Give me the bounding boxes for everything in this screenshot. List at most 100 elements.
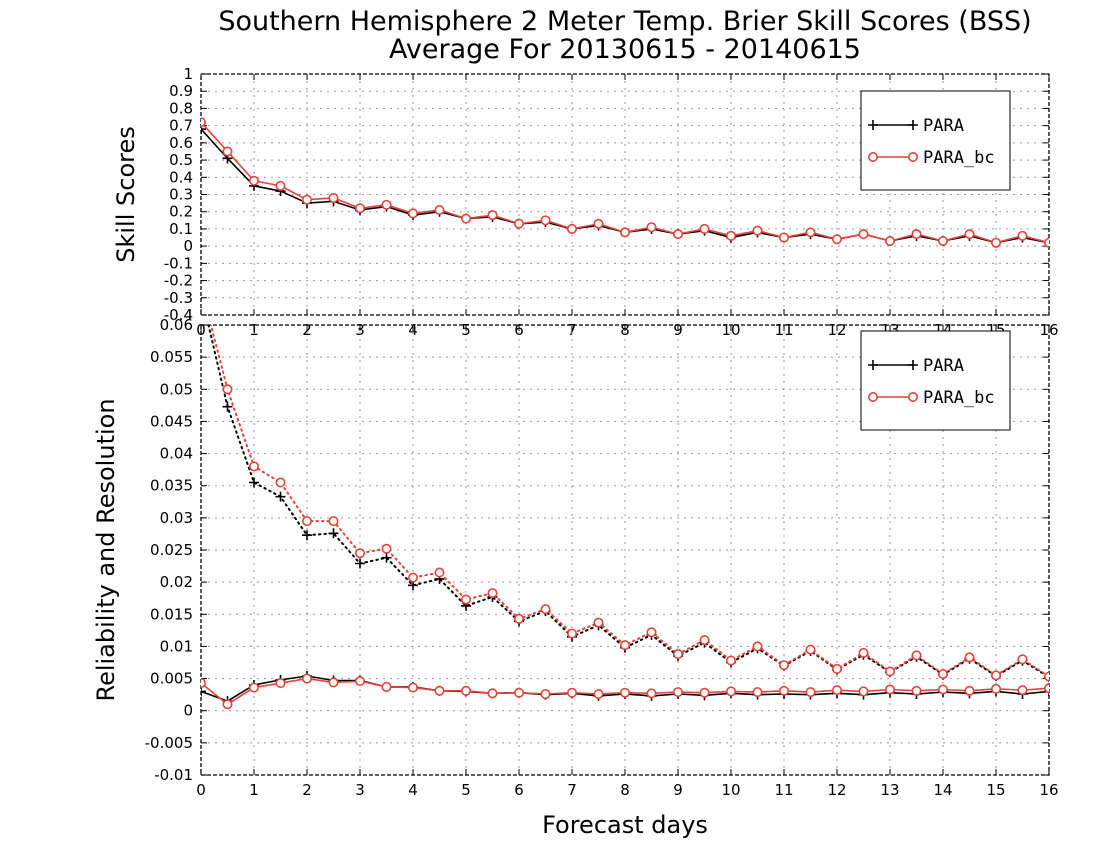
data-point-circle	[593, 688, 604, 699]
y-tick-label: 0.025	[150, 541, 193, 559]
data-point-plus	[275, 491, 286, 502]
series-group	[201, 325, 1049, 710]
data-point-circle	[964, 652, 975, 663]
y-tick-label: 0.8	[169, 99, 193, 117]
y-tick-label: -0.2	[164, 272, 193, 290]
y-tick-label: 0	[183, 702, 193, 720]
x-tick-label: 0	[196, 781, 206, 799]
data-point-circle	[911, 650, 922, 661]
data-point-circle	[778, 232, 789, 243]
data-point-circle	[540, 215, 551, 226]
data-point-circle	[460, 685, 471, 696]
data-point-circle	[884, 684, 895, 695]
legend: PARA PARA_bc	[860, 90, 1011, 191]
y-tick-label: 0.3	[169, 186, 193, 204]
y-tick-label: 0.9	[169, 82, 193, 100]
data-point-circle	[990, 237, 1001, 248]
data-point-plus	[381, 552, 392, 563]
data-point-circle	[725, 230, 736, 241]
data-point-circle	[937, 669, 948, 680]
data-point-circle	[301, 673, 312, 684]
y-tick-label: 0.035	[150, 477, 193, 495]
legend-marker-circle	[907, 391, 918, 402]
x-tick-label: 15	[986, 781, 1005, 799]
legend-marker-circle	[867, 391, 878, 402]
legend-marker-plus	[908, 120, 918, 130]
x-tick-label: 10	[721, 781, 740, 799]
y-tick-label: 1	[183, 65, 193, 83]
y-tick-label: 0.06	[160, 316, 193, 334]
data-point-circle	[911, 685, 922, 696]
data-point-circle	[858, 647, 869, 658]
series-group	[201, 117, 1049, 248]
data-point-circle	[513, 613, 524, 624]
legend-marker-plus	[908, 360, 918, 370]
data-point-circle	[301, 194, 312, 205]
data-point-circle	[831, 685, 842, 696]
y-tick-label: 0	[183, 237, 193, 255]
legend-marker-plus	[868, 360, 878, 370]
y-tick-label: 0.05	[160, 380, 193, 398]
data-point-circle	[381, 199, 392, 210]
data-point-circle	[381, 543, 392, 554]
data-point-circle	[699, 223, 710, 234]
y-tick-label: -0.1	[164, 254, 193, 272]
y-tick-label: 0.045	[150, 412, 193, 430]
x-tick-label: 16	[1039, 781, 1058, 799]
data-point-circle	[434, 685, 445, 696]
x-tick-label: 11	[774, 781, 793, 799]
data-point-circle	[752, 225, 763, 236]
y-tick-label: 0.04	[160, 445, 193, 463]
data-point-circle	[1044, 671, 1049, 682]
data-point-circle	[1017, 685, 1028, 696]
y-tick-label: 0.2	[169, 203, 193, 221]
data-point-circle	[407, 208, 418, 219]
data-point-circle	[222, 699, 233, 710]
data-point-circle	[805, 644, 816, 655]
data-point-circle	[354, 548, 365, 559]
data-point-plus	[222, 401, 233, 412]
data-point-circle	[249, 682, 260, 693]
data-point-circle	[672, 687, 683, 698]
data-point-circle	[434, 567, 445, 578]
data-point-circle	[990, 670, 1001, 681]
data-point-circle	[937, 235, 948, 246]
y-tick-label: 0.5	[169, 151, 193, 169]
data-point-circle	[699, 634, 710, 645]
data-point-circle	[831, 234, 842, 245]
data-point-circle	[911, 229, 922, 240]
data-point-plus	[201, 686, 206, 697]
data-point-circle	[487, 688, 498, 699]
data-point-circle	[619, 640, 630, 651]
y-tick-label: 0.055	[150, 348, 193, 366]
data-point-circle	[990, 683, 1001, 694]
data-point-circle	[884, 235, 895, 246]
data-point-circle	[1017, 654, 1028, 665]
y-axis-title: Reliability and Resolution	[92, 398, 120, 701]
data-point-circle	[513, 687, 524, 698]
data-point-circle	[593, 218, 604, 229]
data-point-circle	[407, 572, 418, 583]
data-point-circle	[328, 516, 339, 527]
data-point-circle	[1017, 230, 1028, 241]
data-point-circle	[672, 649, 683, 660]
data-point-circle	[249, 175, 260, 186]
data-point-circle	[778, 685, 789, 696]
data-point-circle	[487, 210, 498, 221]
data-point-circle	[593, 617, 604, 628]
x-tick-label: 9	[673, 781, 683, 799]
data-point-circle	[222, 384, 233, 395]
chart-title-line2: Average For 20130615 - 20140615	[389, 34, 861, 65]
data-point-plus	[249, 477, 259, 488]
data-point-circle	[778, 660, 789, 671]
y-axis-title: Skill Scores	[112, 126, 140, 263]
x-tick-label: 3	[355, 781, 365, 799]
y-tick-label: 0.015	[150, 605, 193, 623]
legend-label: PARA	[923, 356, 964, 376]
skill-score-panel: 10.90.80.70.60.50.40.30.20.10-0.1-0.2-0.…	[112, 65, 1059, 339]
y-tick-label: 0.03	[160, 509, 193, 527]
data-point-circle	[566, 687, 577, 698]
data-point-circle	[354, 203, 365, 214]
y-tick-label: 0.005	[150, 670, 193, 688]
